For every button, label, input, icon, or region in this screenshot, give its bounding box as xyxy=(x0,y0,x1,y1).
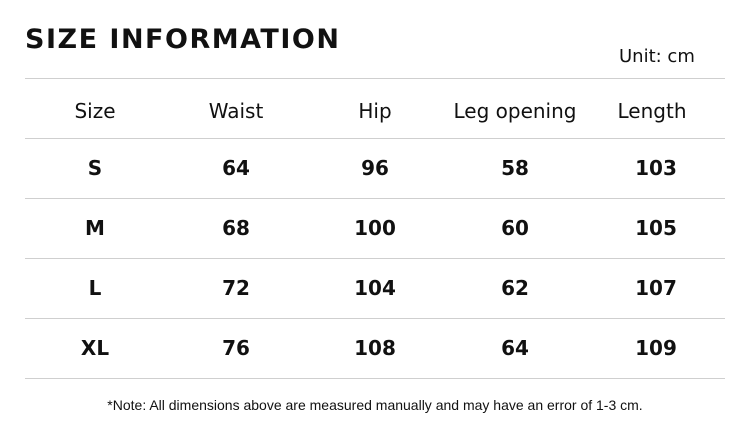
table-cell: 58 xyxy=(501,156,529,180)
header-cell: Waist xyxy=(208,99,264,123)
page-title: SIZE INFORMATION xyxy=(25,24,341,55)
table-header: Size Waist Hip Leg opening Length xyxy=(0,81,750,141)
divider xyxy=(25,78,725,79)
table-cell: 100 xyxy=(354,216,396,240)
table-cell: 72 xyxy=(222,276,250,300)
divider xyxy=(25,138,725,139)
table-cell: 104 xyxy=(354,276,396,300)
table-cell: S xyxy=(87,156,103,180)
table-cell: 64 xyxy=(501,336,529,360)
table-row: M 68 100 60 105 xyxy=(0,198,750,258)
table-cell: 76 xyxy=(222,336,250,360)
table-cell: 108 xyxy=(354,336,396,360)
divider xyxy=(25,258,725,259)
header-cell: Hip xyxy=(358,99,392,123)
table-row: XL 76 108 64 109 xyxy=(0,318,750,378)
table-cell: 96 xyxy=(361,156,389,180)
table-cell: XL xyxy=(80,336,110,360)
header-cell: Length xyxy=(617,99,687,123)
table-cell: 62 xyxy=(501,276,529,300)
unit-label: Unit: cm xyxy=(619,46,695,67)
table-cell: 68 xyxy=(222,216,250,240)
divider xyxy=(25,318,725,319)
table-cell: 60 xyxy=(501,216,529,240)
table-cell: M xyxy=(85,216,105,240)
table-row: L 72 104 62 107 xyxy=(0,258,750,318)
note: *Note: All dimensions above are measured… xyxy=(107,397,643,413)
divider xyxy=(25,198,725,199)
table-cell: 103 xyxy=(635,156,677,180)
divider xyxy=(25,378,725,379)
table-cell: 109 xyxy=(635,336,677,360)
table-cell: 64 xyxy=(222,156,250,180)
table-row: S 64 96 58 103 xyxy=(0,138,750,198)
table-cell: 107 xyxy=(635,276,677,300)
table-cell: 105 xyxy=(635,216,677,240)
header-cell: Leg opening xyxy=(453,99,577,123)
table-cell: L xyxy=(88,276,102,300)
header-cell: Size xyxy=(74,99,116,123)
